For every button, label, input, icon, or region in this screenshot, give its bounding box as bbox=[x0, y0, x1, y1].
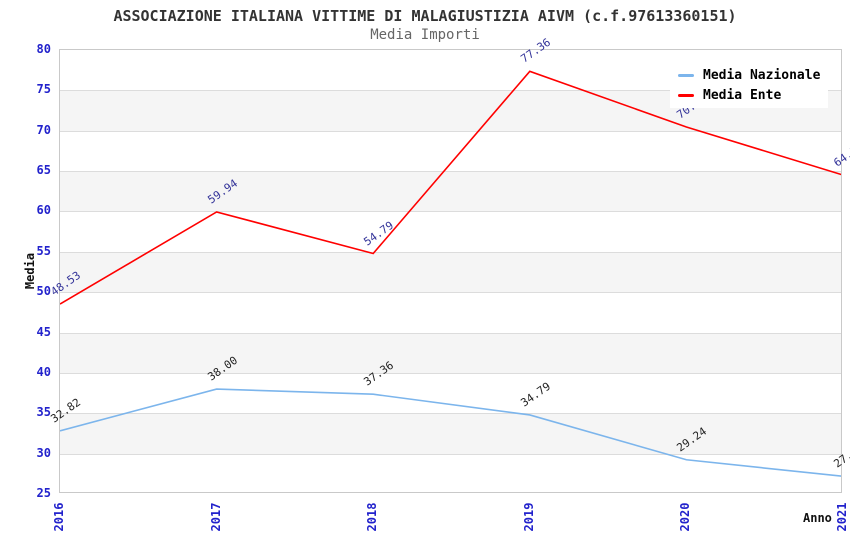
y-tick-label: 30 bbox=[36, 445, 51, 460]
x-tick-label: 2017 bbox=[208, 502, 223, 532]
legend-line-swatch bbox=[678, 93, 694, 97]
chart-title: ASSOCIAZIONE ITALIANA VITTIME DI MALAGIU… bbox=[113, 7, 737, 25]
gridline bbox=[60, 171, 841, 173]
legend-item-media-ente[interactable]: Media Ente bbox=[678, 85, 820, 105]
plot-band bbox=[60, 211, 841, 252]
gridline bbox=[60, 453, 841, 455]
legend-label: Media Nazionale bbox=[703, 67, 821, 83]
legend: Media Nazionale Media Ente bbox=[670, 62, 829, 108]
y-tick-label: 60 bbox=[36, 203, 51, 218]
x-tick-label: 2018 bbox=[365, 502, 380, 532]
x-tick-label: 2020 bbox=[678, 502, 693, 532]
gridline bbox=[60, 332, 841, 334]
plot-band bbox=[60, 332, 841, 373]
x-axis-title: Anno bbox=[803, 511, 832, 525]
y-tick-label: 35 bbox=[36, 405, 51, 420]
gridline bbox=[60, 292, 841, 294]
y-tick-label: 45 bbox=[36, 324, 51, 339]
y-tick-label: 65 bbox=[36, 163, 51, 178]
y-tick-label: 55 bbox=[36, 243, 51, 258]
y-tick-label: 75 bbox=[36, 82, 51, 97]
plot-band bbox=[60, 251, 841, 293]
plot-band bbox=[60, 453, 841, 492]
legend-item-media-nazionale[interactable]: Media Nazionale bbox=[678, 65, 820, 85]
x-tick-label: 2016 bbox=[52, 502, 66, 532]
plot-band bbox=[60, 171, 841, 212]
plot-band bbox=[60, 413, 841, 454]
y-tick-label: 80 bbox=[36, 42, 51, 56]
x-tick-label: 2019 bbox=[521, 502, 536, 532]
gridline bbox=[60, 90, 841, 92]
y-tick-label: 40 bbox=[36, 364, 51, 379]
legend-label: Media Ente bbox=[703, 87, 782, 103]
y-tick-label: 50 bbox=[36, 284, 51, 299]
gridline bbox=[60, 372, 841, 374]
plot-band bbox=[60, 292, 841, 333]
x-tick-label: 2021 bbox=[835, 502, 849, 532]
gridline bbox=[60, 251, 841, 253]
gridline bbox=[60, 130, 841, 132]
chart-subtitle: Media Importi bbox=[370, 27, 480, 43]
series-line-media-ente bbox=[60, 70, 841, 305]
gridline bbox=[60, 413, 841, 415]
y-tick-label: 25 bbox=[36, 486, 51, 500]
legend-line-swatch bbox=[678, 73, 694, 77]
plot-area bbox=[59, 49, 842, 493]
y-tick-label: 70 bbox=[36, 122, 51, 137]
series-line-media-nazionale bbox=[60, 388, 841, 477]
gridline bbox=[60, 211, 841, 213]
plot-band bbox=[60, 372, 841, 414]
